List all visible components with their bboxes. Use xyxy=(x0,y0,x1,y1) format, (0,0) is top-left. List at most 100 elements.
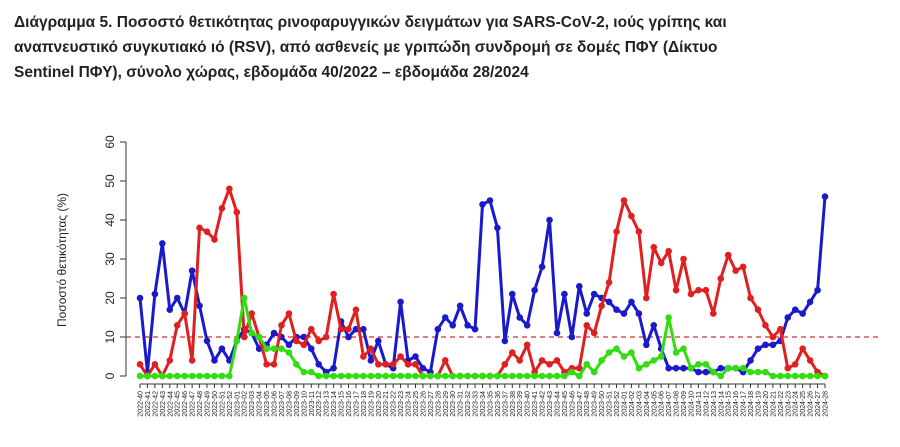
data-point xyxy=(486,197,494,204)
data-point xyxy=(739,364,747,372)
data-point xyxy=(508,290,516,298)
data-point xyxy=(456,372,464,380)
data-point xyxy=(791,372,799,380)
data-point xyxy=(538,263,546,271)
x-tick-label: 2023-33 xyxy=(473,391,480,417)
data-point xyxy=(397,353,404,360)
data-point xyxy=(665,247,672,255)
x-tick-label: 2024-03 xyxy=(636,391,643,417)
data-point xyxy=(173,294,181,302)
y-tick-label: 20 xyxy=(103,291,117,305)
data-point xyxy=(769,341,777,349)
data-point xyxy=(531,286,538,294)
data-point xyxy=(799,345,806,353)
data-point xyxy=(211,236,218,243)
data-point xyxy=(657,353,665,360)
data-point xyxy=(806,298,814,306)
data-point xyxy=(166,306,174,314)
x-tick-label: 2022-48 xyxy=(197,391,204,417)
x-tick-label: 2023-06 xyxy=(272,391,279,417)
data-point xyxy=(188,372,196,380)
data-point xyxy=(159,240,166,247)
data-point xyxy=(352,306,360,314)
x-tick-label: 2023-09 xyxy=(294,391,301,417)
data-point xyxy=(568,333,576,341)
data-point xyxy=(724,251,732,259)
x-tick-label: 2024-11 xyxy=(696,391,703,416)
data-point xyxy=(605,279,613,286)
x-tick-label: 2022-44 xyxy=(167,391,174,417)
x-tick-label: 2024-05 xyxy=(651,391,658,417)
x-tick-label: 2023-08 xyxy=(286,391,293,417)
data-point xyxy=(173,322,181,329)
data-point xyxy=(538,372,546,380)
data-point xyxy=(799,310,806,317)
data-point xyxy=(315,337,322,345)
data-point xyxy=(412,353,419,360)
data-point xyxy=(769,333,777,341)
x-tick-label: 2023-36 xyxy=(495,391,502,417)
data-point xyxy=(233,208,241,216)
data-point xyxy=(821,372,829,380)
x-tick-label: 2024-13 xyxy=(711,391,718,417)
x-tick-label: 2023-14 xyxy=(331,391,338,417)
data-point xyxy=(173,372,181,380)
data-point xyxy=(628,212,635,220)
data-point xyxy=(628,349,635,356)
data-point xyxy=(434,325,442,333)
series-line xyxy=(138,196,827,374)
data-point xyxy=(293,361,300,368)
data-point xyxy=(590,290,598,298)
x-tick-label: 2023-10 xyxy=(301,391,308,417)
data-point xyxy=(441,357,449,364)
data-point xyxy=(575,372,583,380)
data-point xyxy=(337,372,345,380)
x-tick-label: 2022-51 xyxy=(219,391,226,417)
data-point xyxy=(583,361,591,368)
x-tick-label: 2023-50 xyxy=(599,391,606,417)
data-point xyxy=(196,302,203,310)
data-point xyxy=(278,345,285,353)
data-point xyxy=(166,357,174,364)
data-point xyxy=(799,372,806,380)
x-tick-label: 2023-17 xyxy=(353,391,360,417)
data-point xyxy=(575,364,583,372)
x-tick-label: 2023-26 xyxy=(420,391,427,417)
data-point xyxy=(352,372,360,380)
data-point xyxy=(345,333,352,341)
data-point xyxy=(501,361,509,368)
x-tick-label: 2022-41 xyxy=(145,391,152,417)
data-point xyxy=(687,290,695,298)
data-point xyxy=(643,294,650,302)
data-point xyxy=(717,275,725,282)
data-point xyxy=(769,372,777,380)
data-point xyxy=(777,372,784,380)
x-tick-label: 2022-46 xyxy=(182,391,189,417)
x-tick-label: 2023-07 xyxy=(279,391,286,417)
data-point xyxy=(814,286,821,294)
data-point xyxy=(695,286,702,294)
data-point xyxy=(263,345,270,353)
x-tick-label: 2024-17 xyxy=(741,391,748,417)
data-point xyxy=(330,290,337,298)
data-point xyxy=(620,310,628,317)
data-point xyxy=(464,322,471,329)
data-point xyxy=(188,357,196,364)
data-point xyxy=(270,345,278,353)
x-tick-label: 2023-20 xyxy=(376,391,383,417)
x-tick-label: 2023-42 xyxy=(540,391,547,417)
data-point xyxy=(672,286,680,294)
x-tick-label: 2024-02 xyxy=(629,391,636,417)
data-point xyxy=(501,337,509,345)
data-point xyxy=(449,372,457,380)
x-tick-label: 2024-28 xyxy=(823,391,830,417)
data-point xyxy=(538,357,546,364)
data-point xyxy=(374,361,382,368)
data-point xyxy=(211,372,218,380)
data-point xyxy=(687,364,695,372)
data-point xyxy=(374,337,382,345)
data-point xyxy=(345,325,352,333)
data-point xyxy=(732,267,739,275)
x-tick-label: 2023-29 xyxy=(443,391,450,417)
data-point xyxy=(427,372,434,380)
